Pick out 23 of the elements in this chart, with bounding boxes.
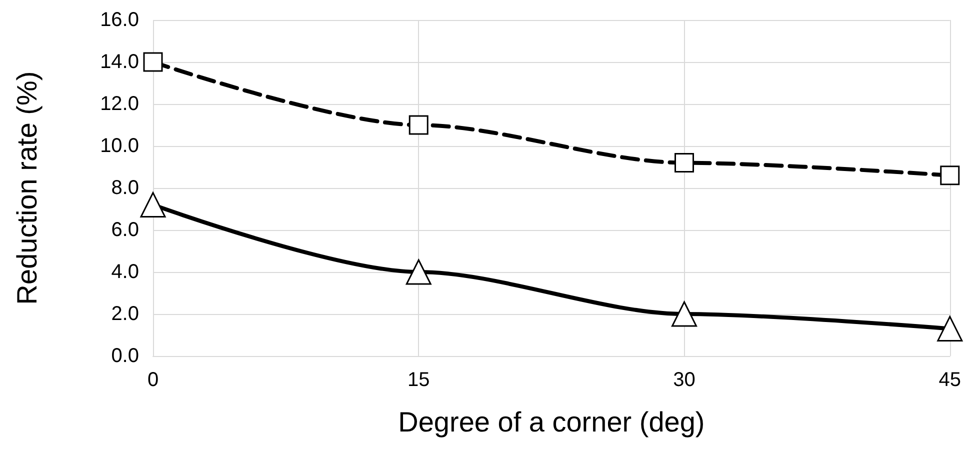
y-tick-label: 2.0 (111, 303, 139, 325)
y-axis-title: Reduction rate (%) (12, 71, 42, 305)
x-axis-title: Degree of a corner (deg) (398, 406, 705, 438)
point (674, 153, 694, 173)
y-tick-label: 0.0 (111, 345, 139, 367)
x-tick-label: 45 (938, 369, 961, 391)
point (940, 166, 960, 186)
point (672, 301, 697, 327)
x-tick-label: 0 (147, 369, 159, 391)
point (140, 192, 166, 218)
x-tick-label: 30 (673, 369, 696, 391)
point (143, 52, 163, 72)
x-tick-label: 15 (408, 369, 430, 391)
y-tick-label: 4.0 (111, 261, 139, 283)
y-tick-label: 8.0 (111, 177, 139, 199)
point (937, 316, 963, 342)
y-tick-label: 6.0 (111, 219, 139, 241)
point (406, 259, 432, 285)
y-tick-label: 12.0 (100, 93, 139, 115)
y-tick-label: 10.0 (100, 135, 139, 157)
y-tick-label: 14.0 (100, 51, 139, 73)
point (408, 115, 428, 135)
y-tick-label: 16.0 (100, 9, 139, 31)
